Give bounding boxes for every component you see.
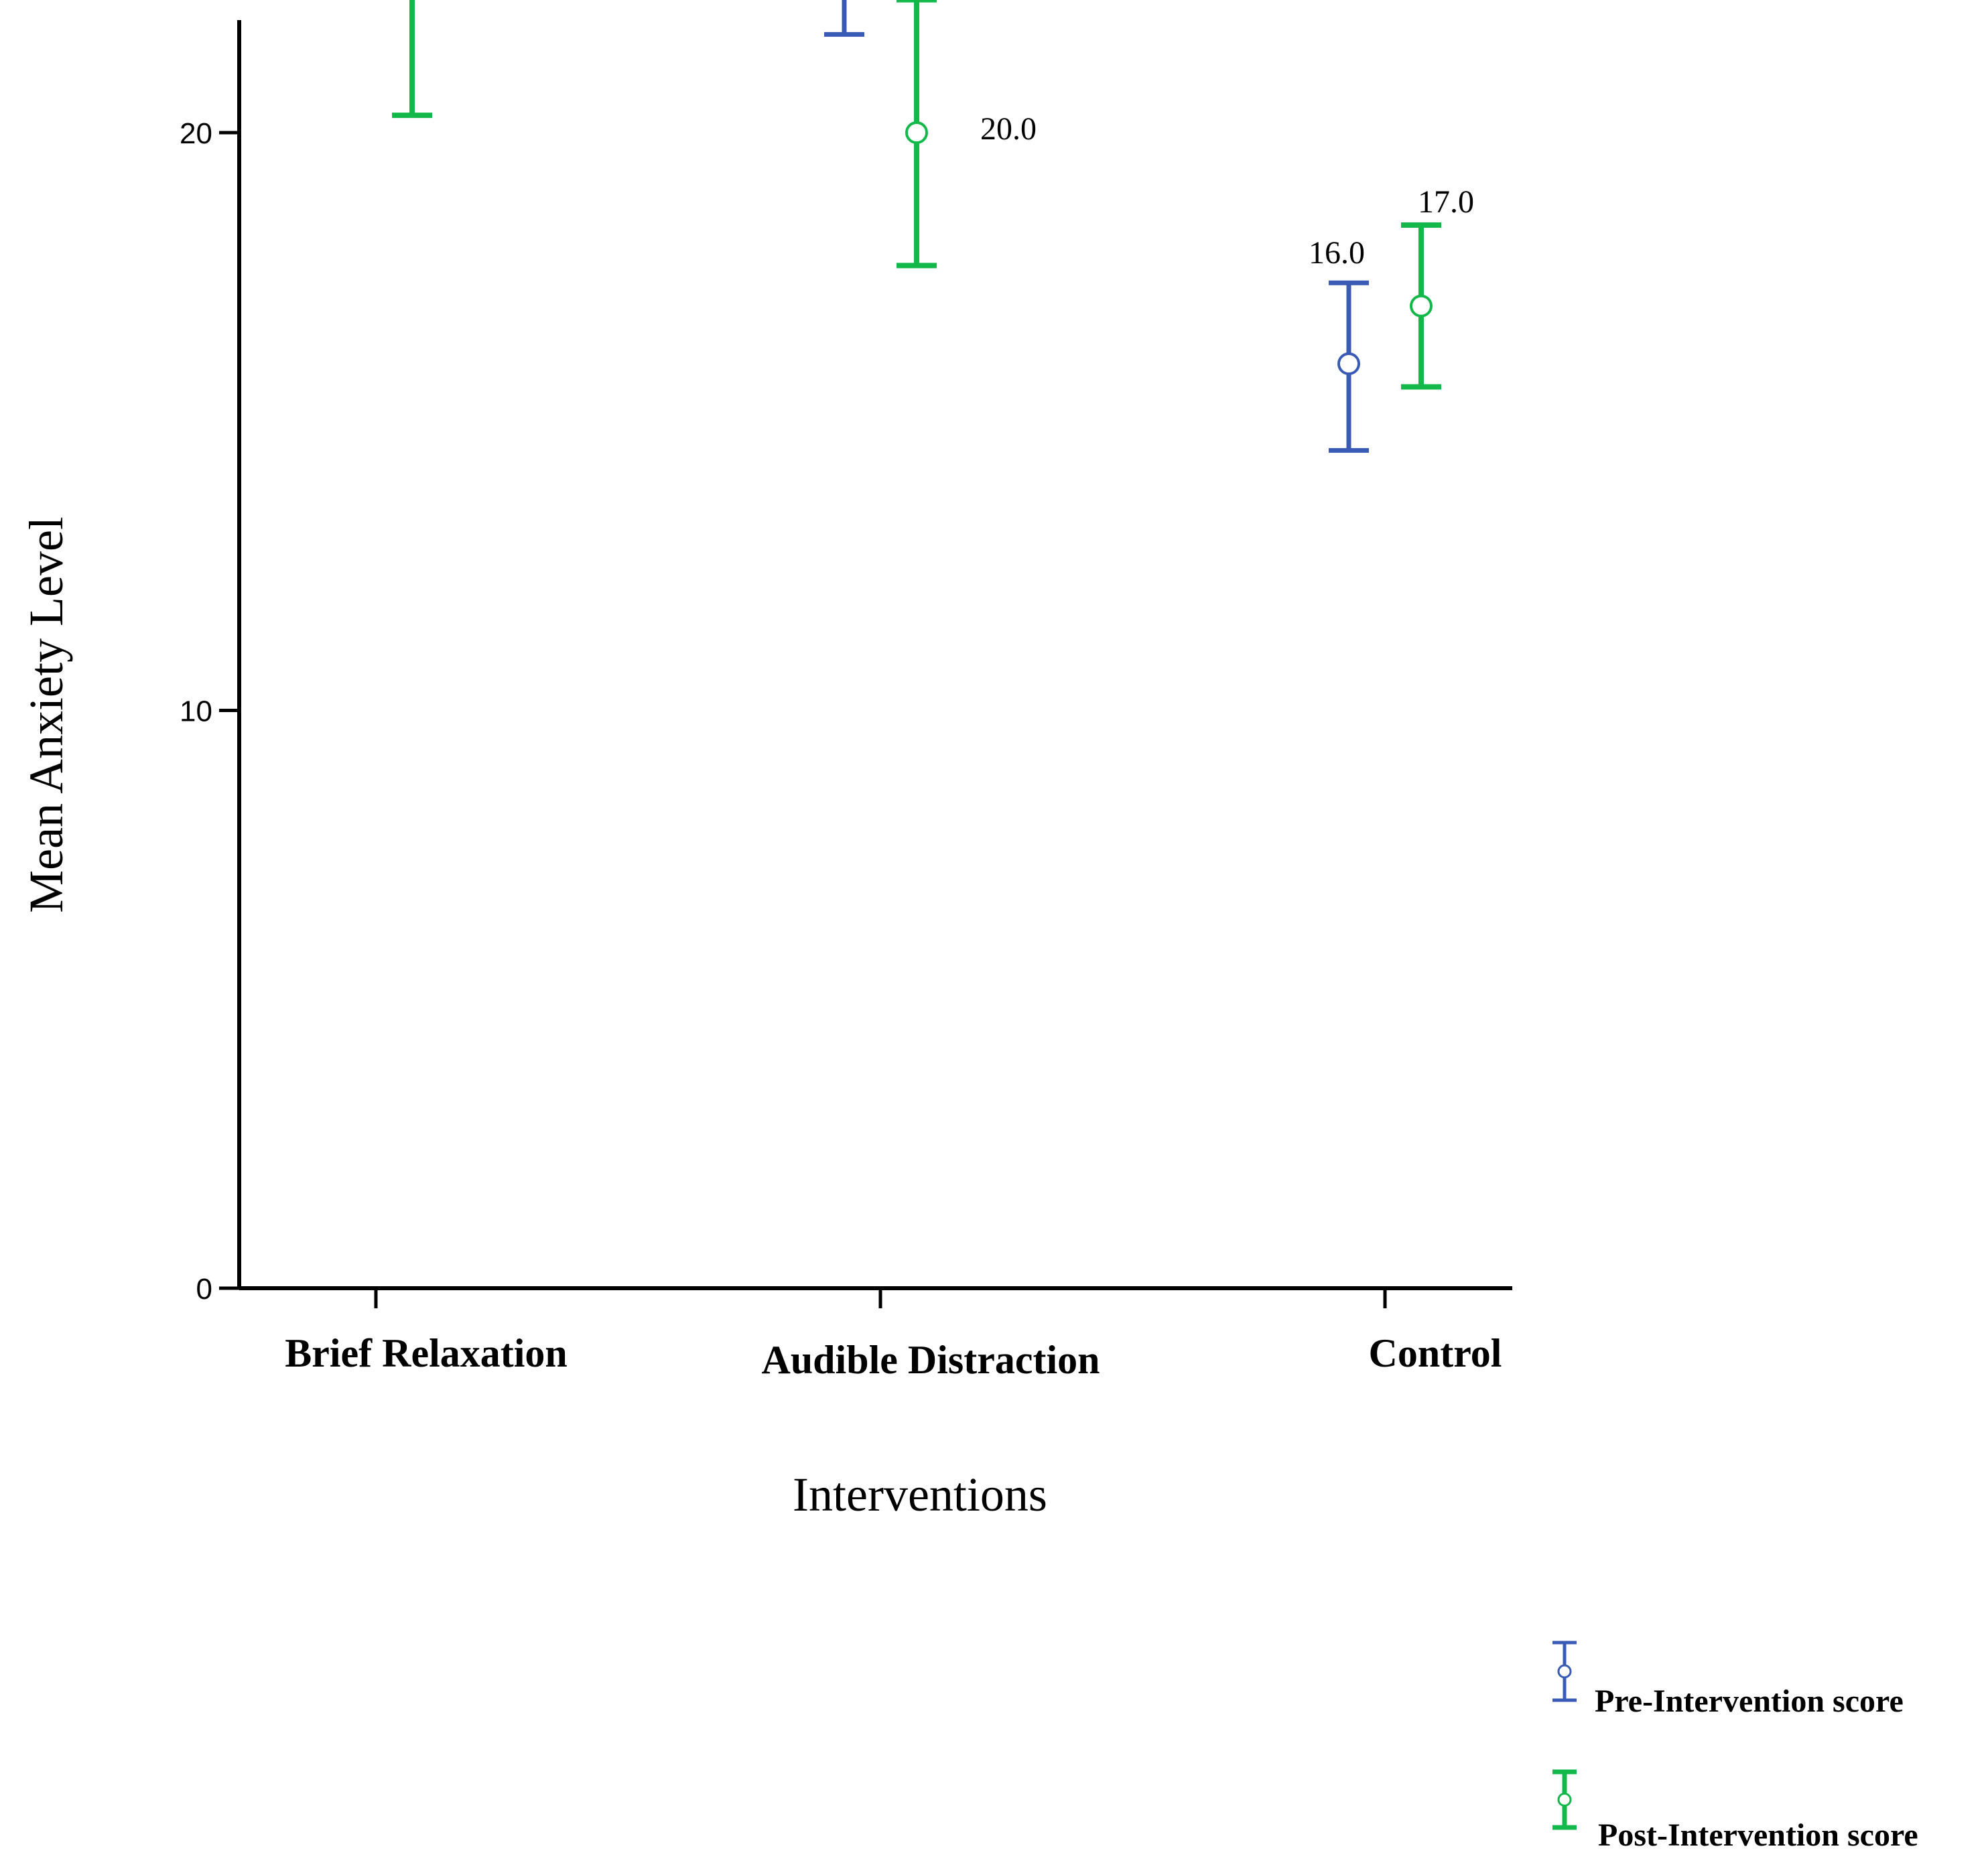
y-tick-label-2: 20 xyxy=(180,117,212,150)
circle-icon xyxy=(1410,294,1433,318)
legend-item-1: Post-Intervention score xyxy=(1552,1769,1918,1853)
series-0: 28.724.916.0 xyxy=(824,0,1369,453)
y-axis-title: Mean Anxiety Level xyxy=(19,516,73,913)
series-layer: 28.724.916.022.820.017.0 xyxy=(392,0,1474,453)
x-tick-label-0: Brief Relaxation xyxy=(285,1331,568,1375)
legend-label-0: Pre-Intervention score xyxy=(1595,1683,1904,1719)
y-ticks: 010203040 xyxy=(180,117,239,1306)
x-axis-title: Interventions xyxy=(793,1468,1047,1521)
legend-item-0: Pre-Intervention score xyxy=(1552,1641,1904,1719)
circle-icon xyxy=(1557,1664,1572,1679)
x-tick-label-2: Control xyxy=(1369,1331,1502,1375)
y-tick-label-1: 10 xyxy=(180,695,212,728)
data-label-0-2: 16.0 xyxy=(1309,235,1365,271)
legend-label-1: Post-Intervention score xyxy=(1598,1817,1918,1853)
circle-icon xyxy=(1557,1793,1572,1807)
data-label-1-2: 17.0 xyxy=(1418,184,1474,220)
x-tick-label-1: Audible Distraction xyxy=(761,1338,1100,1382)
y-tick-label-0: 0 xyxy=(196,1273,212,1306)
legend: Pre-Intervention score Post-Intervention … xyxy=(1552,1641,1918,1853)
circle-icon xyxy=(1337,352,1360,375)
series-1: 22.820.017.0 xyxy=(392,0,1474,390)
x-ticks: Brief Relaxation Audible Distraction Contr… xyxy=(285,1288,1502,1382)
data-label-1-1: 20.0 xyxy=(980,111,1037,147)
circle-icon xyxy=(905,121,928,144)
